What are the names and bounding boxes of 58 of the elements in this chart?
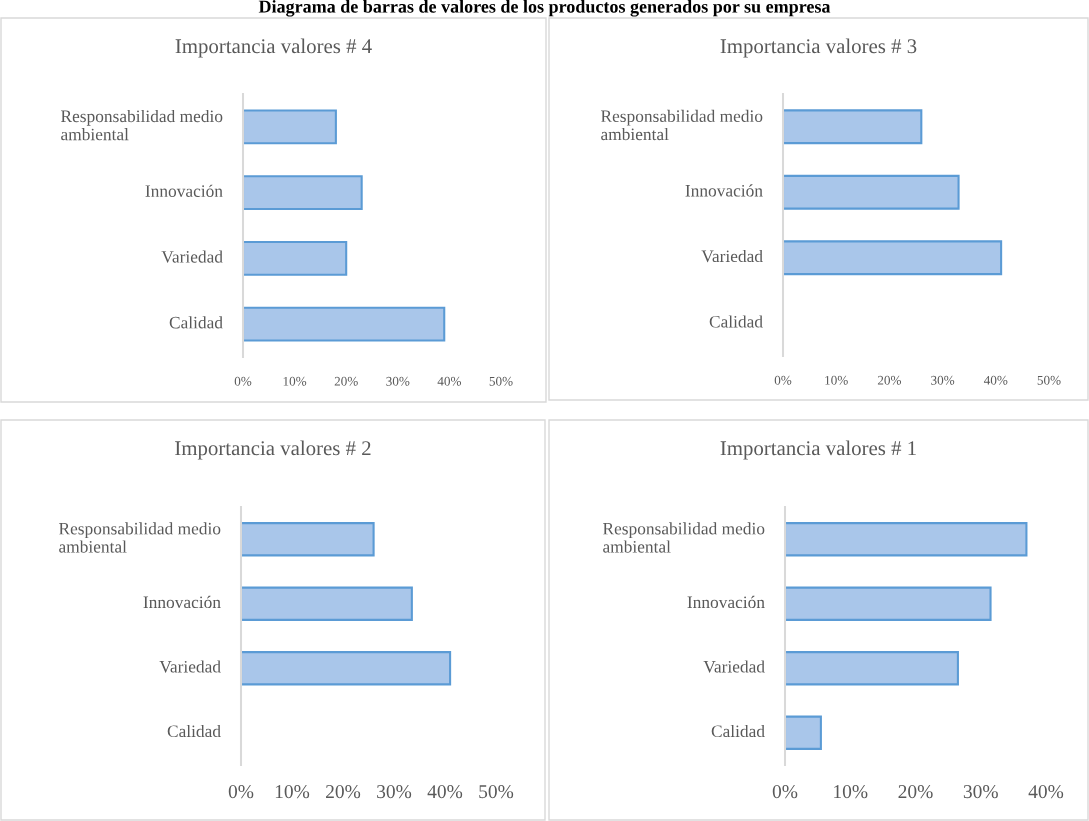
y-tick-label: Innovación [143, 595, 221, 609]
x-tick-label: 10% [825, 375, 848, 385]
bar [785, 715, 822, 750]
y-tick-label: Variedad [159, 660, 221, 673]
x-tick-label: 30% [963, 785, 998, 799]
x-tick-label: 10% [275, 785, 310, 799]
x-tick-label: 50% [479, 785, 514, 799]
x-tick-label: 50% [489, 376, 513, 386]
chart-title: Importancia valores # 4 [175, 38, 372, 58]
x-tick-label: 20% [326, 785, 361, 799]
x-tick-label: 40% [427, 785, 463, 799]
bar [783, 109, 923, 145]
y-tick-label: Innovación [685, 184, 763, 197]
y-tick-label: Calidad [167, 724, 221, 738]
bar [785, 522, 1028, 557]
x-tick-label: 40% [1028, 785, 1064, 799]
bar [243, 109, 337, 145]
y-tick-label: Responsabilidad medio ambiental [601, 109, 763, 141]
chart-title: Importancia valores # 1 [720, 440, 916, 460]
chart-title: Importancia valores # 3 [720, 38, 917, 58]
y-tick-label: Calidad [169, 316, 223, 329]
x-tick-label: 0% [234, 376, 252, 386]
y-tick-label: Calidad [709, 315, 763, 328]
bar [783, 174, 960, 210]
x-tick-label: 0% [772, 785, 798, 799]
x-tick-label: 40% [437, 376, 462, 386]
x-tick-label: 20% [334, 376, 358, 386]
bar [243, 175, 363, 211]
bar [241, 522, 375, 557]
x-tick-label: 10% [834, 785, 868, 799]
y-tick-label: Responsabilidad medio ambiental [603, 522, 765, 553]
bar [785, 586, 992, 621]
bar [243, 240, 348, 276]
x-tick-label: 40% [983, 375, 1008, 385]
y-tick-label: Calidad [711, 724, 765, 738]
y-tick-label: Responsabilidad medio ambiental [59, 522, 221, 553]
bar [243, 306, 446, 342]
bar [241, 586, 413, 621]
x-tick-label: 20% [877, 375, 902, 385]
x-tick-label: 30% [386, 376, 410, 386]
x-tick-label: 20% [898, 785, 933, 799]
y-tick-label: Variedad [701, 249, 763, 263]
bar [783, 240, 1003, 276]
y-tick-label: Responsabilidad medio ambiental [61, 109, 223, 141]
y-tick-label: Variedad [703, 660, 765, 673]
y-tick-label: Variedad [161, 250, 223, 263]
x-tick-label: 0% [774, 375, 792, 385]
x-tick-label: 30% [931, 375, 955, 385]
x-tick-label: 0% [228, 785, 254, 799]
bar [241, 651, 452, 686]
x-tick-label: 50% [1037, 375, 1061, 385]
bar [785, 651, 959, 686]
text: Diagrama de barras de valores de los productos generados por su empresa [258, 0, 831, 17]
y-tick-label: Innovación [145, 184, 223, 197]
chart-title: Importancia valores # 2 [175, 440, 371, 460]
y-tick-label: Innovación [687, 595, 765, 609]
x-tick-label: 10% [283, 376, 307, 386]
x-tick-label: 30% [377, 785, 412, 799]
